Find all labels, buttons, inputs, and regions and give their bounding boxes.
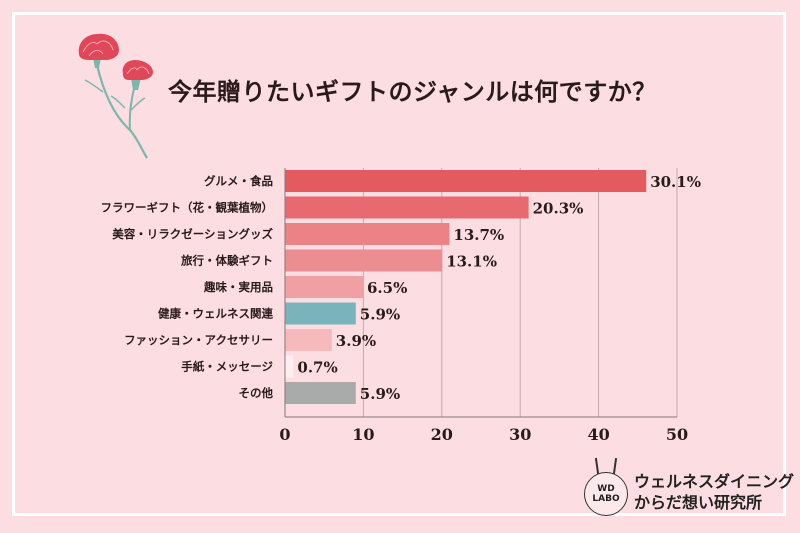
bar [285,302,356,325]
x-tick-label: 30 [509,425,531,444]
category-label: フラワーギフト（花・観葉植物） [101,201,274,215]
category-label: その他 [239,386,274,400]
bar [285,196,529,219]
x-tick-label: 50 [666,425,688,444]
x-tick-label: 0 [279,425,290,444]
logo-stem-left [594,457,599,475]
value-label: 0.7% [297,359,337,377]
brand-logo: WD LABO ウェルネスダイニング からだ想い研究所 [578,457,794,520]
bar [285,329,332,351]
category-label: 趣味・実用品 [203,280,273,294]
logo-badge: WD LABO [584,472,628,516]
value-label: 3.9% [336,332,376,350]
bar [285,223,450,245]
chart-title: 今年贈りたいギフトのジャンルは何ですか？ [168,77,657,106]
bar [285,249,443,272]
x-tick-label: 10 [352,425,374,444]
x-tick-label: 40 [587,425,609,444]
value-label: 20.3% [533,200,584,218]
value-label: 5.9% [360,306,400,324]
category-label: 手紙・メッセージ [181,360,273,374]
category-label: 健康・ウェルネス関連 [158,307,273,321]
category-label: ファッション・アクセサリー [124,333,273,347]
category-label: 美容・リラクゼーショングッズ [112,227,273,241]
category-label: グルメ・食品 [204,174,273,188]
value-label: 13.1% [446,253,497,271]
logo-stem-right [612,457,617,475]
logo-name-line2: からだ想い研究所 [634,493,763,512]
value-label: 13.7% [453,226,504,244]
x-tick-label: 20 [431,425,453,444]
value-label: 6.5% [367,279,407,297]
logo-name: ウェルネスダイニング からだ想い研究所 [634,471,794,513]
bar [285,382,356,404]
bar [285,276,363,298]
logo-badge-line1: WD [597,484,615,494]
logo-badge-line2: LABO [592,494,620,504]
logo-name-line1: ウェルネスダイニング [634,472,795,491]
bar [285,355,294,378]
value-label: 5.9% [360,385,400,403]
bar [285,170,647,192]
white-frame [12,12,786,516]
carnation-icon [78,33,153,159]
value-label: 30.1% [650,173,701,191]
category-label: 旅行・体験ギフト [181,254,273,268]
